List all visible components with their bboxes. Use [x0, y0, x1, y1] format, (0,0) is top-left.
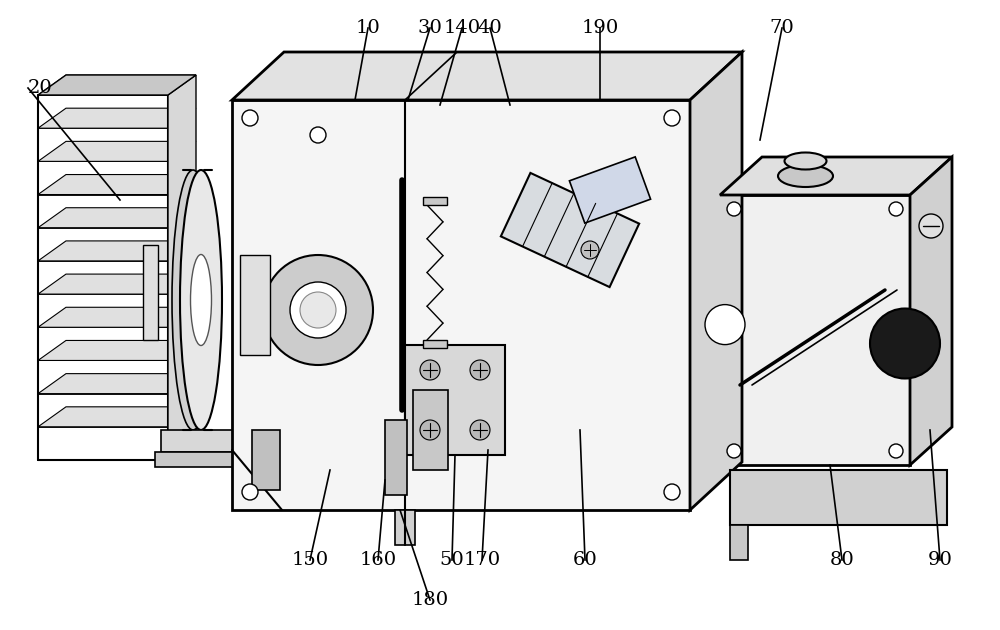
Text: 90: 90	[928, 551, 952, 569]
Ellipse shape	[778, 165, 833, 187]
Circle shape	[420, 420, 440, 440]
Circle shape	[242, 484, 258, 500]
Circle shape	[889, 202, 903, 216]
Text: 140: 140	[443, 19, 481, 37]
Bar	[423, 197, 447, 205]
Circle shape	[470, 360, 490, 380]
Polygon shape	[910, 157, 952, 465]
Circle shape	[664, 484, 680, 500]
Polygon shape	[38, 141, 196, 161]
Polygon shape	[38, 241, 196, 261]
Ellipse shape	[190, 255, 212, 345]
Bar	[413, 390, 448, 470]
Polygon shape	[720, 195, 910, 465]
Circle shape	[263, 255, 373, 365]
Bar	[161, 430, 233, 452]
Circle shape	[581, 241, 599, 259]
Polygon shape	[232, 100, 690, 510]
Text: 170: 170	[463, 551, 501, 569]
Polygon shape	[690, 52, 742, 510]
Bar	[423, 340, 447, 348]
Text: 190: 190	[581, 19, 619, 37]
Circle shape	[870, 309, 940, 379]
Text: 180: 180	[411, 591, 449, 609]
Text: 70: 70	[770, 19, 794, 37]
Polygon shape	[38, 374, 196, 394]
Text: 20: 20	[28, 79, 53, 97]
Polygon shape	[569, 157, 651, 223]
Circle shape	[420, 360, 440, 380]
Ellipse shape	[180, 170, 222, 430]
Polygon shape	[38, 175, 196, 195]
Polygon shape	[38, 340, 196, 360]
Polygon shape	[501, 173, 639, 287]
Polygon shape	[38, 75, 196, 95]
Bar	[252, 430, 280, 490]
Circle shape	[310, 127, 326, 143]
Polygon shape	[168, 75, 196, 460]
Circle shape	[705, 304, 745, 345]
Polygon shape	[232, 52, 742, 100]
Text: 10: 10	[356, 19, 380, 37]
Circle shape	[242, 110, 258, 126]
Circle shape	[290, 282, 346, 338]
Circle shape	[470, 420, 490, 440]
Bar	[730, 525, 748, 560]
Circle shape	[664, 110, 680, 126]
Text: 50: 50	[440, 551, 464, 569]
Polygon shape	[720, 157, 952, 195]
Bar	[395, 510, 415, 545]
Text: 30: 30	[418, 19, 442, 37]
Bar	[155, 452, 239, 467]
Polygon shape	[38, 307, 196, 327]
Polygon shape	[38, 274, 196, 294]
Bar	[405, 345, 505, 455]
Circle shape	[727, 202, 741, 216]
Bar	[240, 255, 270, 355]
Bar	[143, 245, 158, 340]
Text: 60: 60	[573, 551, 597, 569]
Polygon shape	[38, 208, 196, 227]
Polygon shape	[38, 75, 196, 95]
Ellipse shape	[784, 152, 826, 169]
Text: 160: 160	[359, 551, 397, 569]
Text: 150: 150	[291, 551, 329, 569]
Circle shape	[300, 292, 336, 328]
Text: 80: 80	[830, 551, 854, 569]
Circle shape	[727, 444, 741, 458]
Polygon shape	[38, 108, 196, 128]
Circle shape	[889, 444, 903, 458]
Text: 40: 40	[478, 19, 502, 37]
Ellipse shape	[172, 170, 214, 430]
Polygon shape	[730, 470, 947, 525]
Polygon shape	[38, 407, 196, 427]
Circle shape	[919, 214, 943, 238]
Bar	[385, 420, 407, 495]
